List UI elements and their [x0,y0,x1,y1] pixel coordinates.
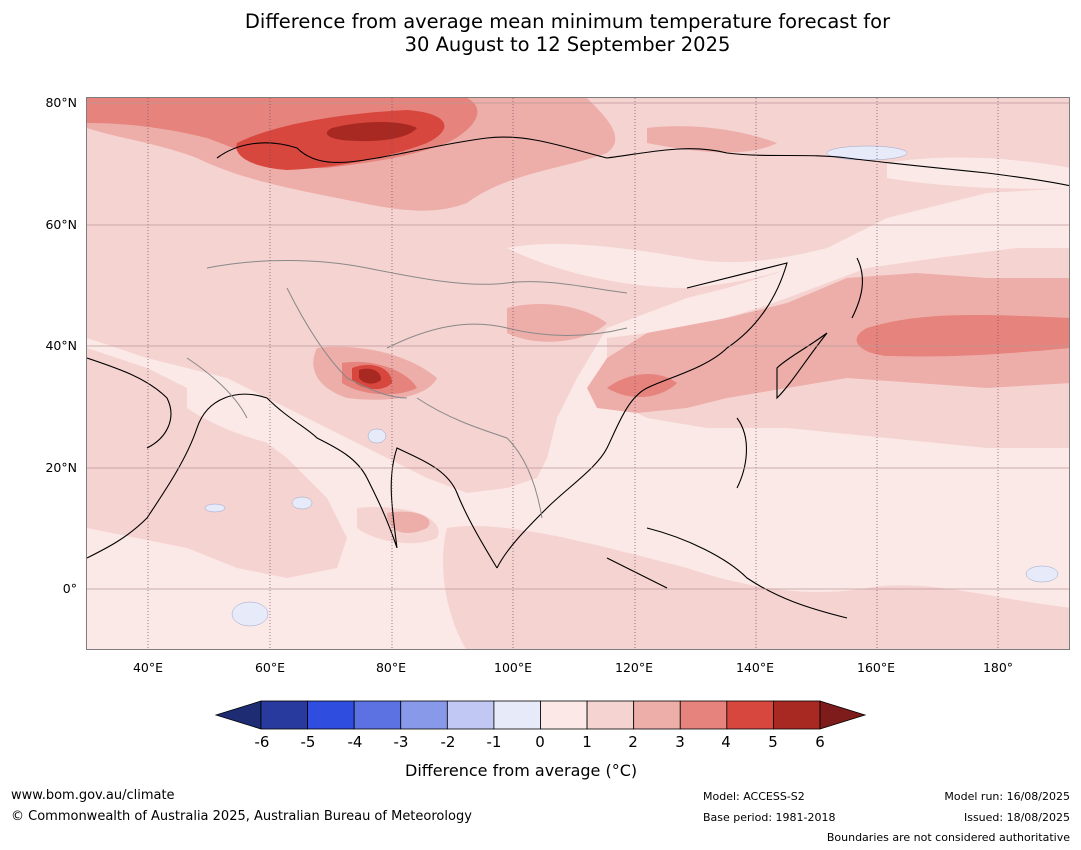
lon-label-160e: 160°E [856,660,896,675]
map-title: Difference from average mean minimum tem… [0,10,1081,56]
colorbar-segment [726,700,774,730]
title-line-1: Difference from average mean minimum tem… [244,10,891,33]
colorbar-tick-label: 0 [535,733,545,751]
colorbar-under-arrow [214,700,262,730]
colorbar-title: Difference from average (°C) [405,761,638,780]
colorbar-tick-label: -3 [393,733,409,751]
lon-label-140e: 140°E [735,660,775,675]
lat-label-20n: 20°N [45,460,77,475]
colorbar-segment [493,700,541,730]
boundaries-disclaimer: Boundaries are not considered authoritat… [826,831,1070,844]
colorbar-tick-label: 5 [768,733,778,751]
temperature-anomaly-map [86,97,1070,650]
negative-anomaly-patches [204,145,1059,627]
copyright-text: © Commonwealth of Australia 2025, Austra… [11,809,472,824]
colorbar-tick-label: 3 [675,733,685,751]
base-period: Base period: 1981-2018 [703,811,836,824]
anomaly-band-5-6 [326,122,417,384]
colorbar-segment [633,700,681,730]
lon-label-180: 180° [982,660,1014,675]
lat-label-40n: 40°N [45,338,77,353]
colorbar-tick-label: -4 [347,733,363,751]
lat-label-80n: 80°N [45,95,77,110]
colorbar-tick-label: -5 [300,733,316,751]
lon-label-80e: 80°E [375,660,407,675]
colorbar-segment [400,700,448,730]
website-link[interactable]: www.bom.gov.au/climate [11,788,175,803]
coastlines [87,136,1069,619]
lon-label-60e: 60°E [254,660,286,675]
colorbar-tick-label: -2 [440,733,456,751]
model-run-date: Model run: 16/08/2025 [944,790,1070,803]
model-name: Model: ACCESS-S2 [703,790,805,803]
colorbar-tick-label: 2 [628,733,638,751]
colorbar-over-arrow [819,700,867,730]
colorbar-segment [260,700,308,730]
colorbar-segment [773,700,821,730]
colorbar-tick-label: 1 [582,733,592,751]
lon-label-40e: 40°E [132,660,164,675]
colorbar-segment [679,700,728,730]
colorbar-segment [307,700,355,730]
graticule [87,98,1069,649]
country-boundaries [186,260,628,519]
lon-label-120e: 120°E [614,660,654,675]
lat-label-0: 0° [62,581,77,596]
colorbar-segment [586,700,635,730]
colorbar-tick-label: -1 [486,733,502,751]
colorbar-tick-label: 6 [815,733,825,751]
colorbar-segments [260,700,821,730]
colorbar-tick-label: 4 [721,733,731,751]
colorbar-segment [540,700,588,730]
colorbar-segment [353,700,402,730]
colorbar-segment [446,700,495,730]
title-line-2: 30 August to 12 September 2025 [404,33,731,56]
lon-label-100e: 100°E [493,660,533,675]
colorbar-tick-label: -6 [254,733,270,751]
lat-label-60n: 60°N [45,217,77,232]
colorbar [214,700,867,730]
issued-date: Issued: 18/08/2025 [963,811,1070,824]
